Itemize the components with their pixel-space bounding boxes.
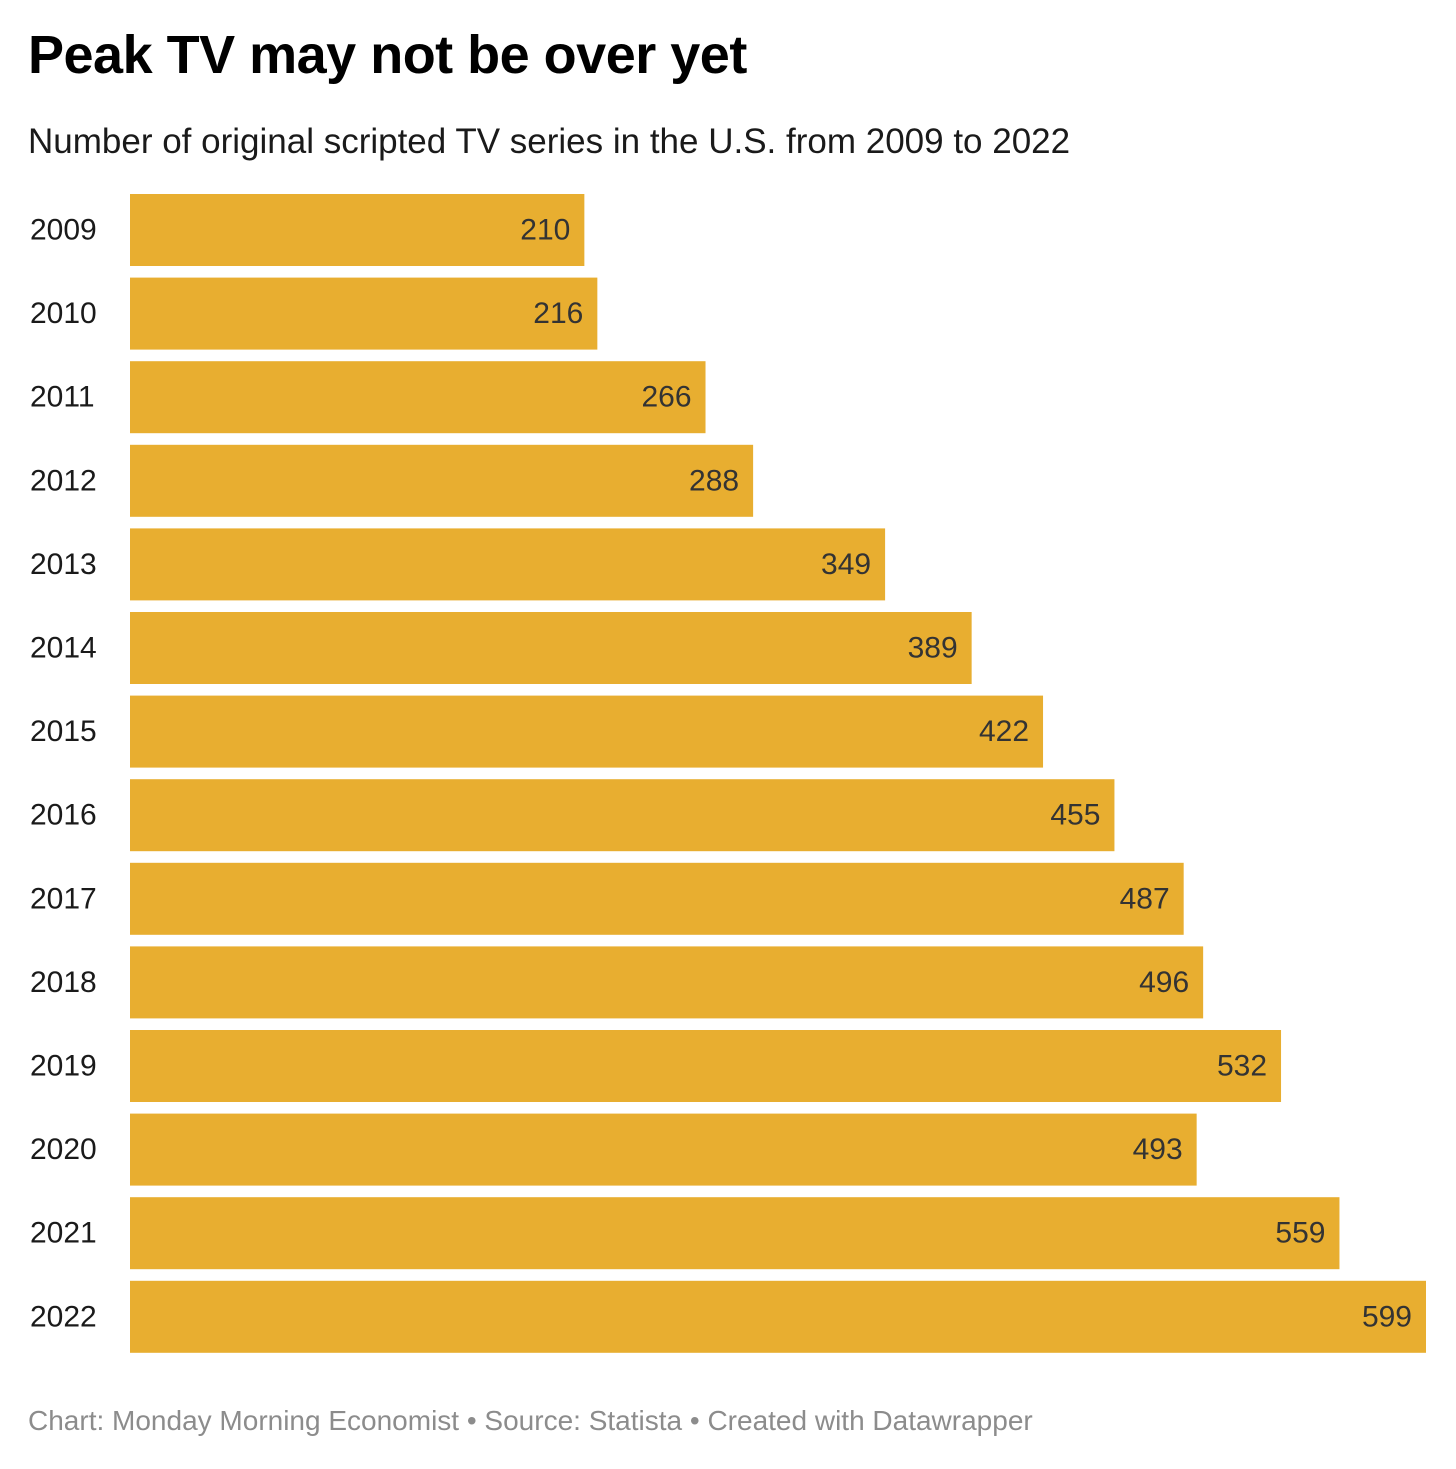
category-label: 2011: [30, 381, 95, 414]
bar: [130, 612, 972, 684]
category-label: 2015: [30, 715, 97, 748]
bar: [130, 194, 585, 266]
chart-footer-credit: Chart: Monday Morning Economist • Source…: [28, 1405, 1033, 1436]
value-label: 422: [979, 715, 1029, 748]
value-label: 559: [1275, 1217, 1325, 1250]
category-label: 2019: [30, 1050, 97, 1083]
category-label: 2020: [30, 1133, 97, 1166]
bar: [130, 361, 706, 434]
category-label: 2012: [30, 464, 97, 497]
bar: [130, 277, 598, 350]
bar: [130, 1280, 1426, 1353]
category-label: 2009: [30, 214, 97, 247]
category-label: 2017: [30, 882, 97, 915]
category-label: 2018: [30, 966, 97, 999]
bar: [130, 779, 1115, 852]
bar: [130, 528, 886, 601]
chart-title: Peak TV may not be over yet: [28, 25, 747, 85]
chart-subtitle: Number of original scripted TV series in…: [28, 122, 1071, 161]
category-label: 2013: [30, 548, 97, 581]
bar: [130, 1113, 1197, 1186]
value-label: 599: [1362, 1300, 1412, 1333]
value-label: 266: [641, 381, 691, 414]
value-label: 288: [689, 464, 739, 497]
value-label: 389: [908, 632, 958, 665]
category-label: 2021: [30, 1217, 97, 1250]
bar: [130, 444, 754, 517]
bar: [130, 1030, 1282, 1102]
bar: [130, 946, 1204, 1019]
category-label: 2022: [30, 1300, 97, 1333]
value-label: 455: [1050, 799, 1100, 832]
value-label: 210: [520, 214, 570, 247]
bar: [130, 1197, 1340, 1270]
bar: [130, 862, 1184, 935]
value-label: 487: [1120, 882, 1170, 915]
category-label: 2014: [30, 632, 97, 665]
category-label: 2010: [30, 297, 97, 330]
value-label: 496: [1139, 966, 1189, 999]
value-label: 493: [1133, 1133, 1183, 1166]
category-label: 2016: [30, 799, 97, 832]
value-label: 349: [821, 548, 871, 581]
value-label: 532: [1217, 1050, 1267, 1083]
value-label: 216: [533, 297, 583, 330]
bar: [130, 695, 1044, 768]
